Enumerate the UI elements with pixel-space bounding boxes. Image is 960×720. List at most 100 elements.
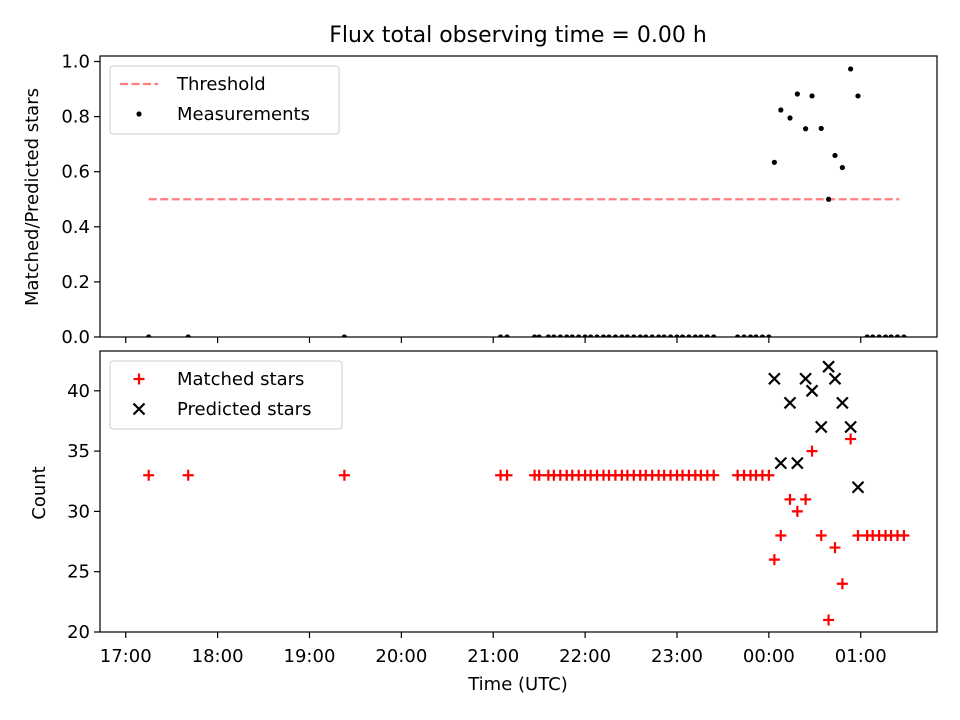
y-tick-label-count: 20	[67, 622, 90, 643]
data-point-dot	[766, 334, 772, 337]
data-point-dot	[624, 334, 630, 337]
legend-ratio: Threshold Measurements	[109, 65, 340, 135]
data-point-dot	[753, 334, 759, 337]
data-point-dot	[569, 334, 575, 337]
data-point-dot	[818, 125, 824, 132]
data-point-dot	[667, 334, 674, 337]
data-point-dot	[545, 334, 551, 337]
data-point-x	[814, 420, 828, 434]
data-point-dot	[698, 334, 704, 337]
y-tick-label-ratio: 1.0	[61, 52, 90, 73]
data-point-dot	[692, 334, 698, 337]
chart-title: Flux total observing time = 0.00 h	[329, 23, 707, 48]
data-point-dot	[747, 334, 754, 337]
legend-label: Matched stars	[177, 369, 304, 390]
data-point-dot	[741, 334, 747, 337]
x-tick-label: 22:00	[559, 646, 611, 667]
legend-swatch-dot	[136, 111, 142, 117]
data-point-x	[805, 384, 819, 398]
data-point-dot	[536, 334, 542, 337]
x-tick-label: 18:00	[192, 646, 244, 667]
y-tick-label-ratio: 0.6	[61, 162, 90, 183]
data-point-plus	[501, 469, 513, 481]
data-point-plus	[143, 469, 155, 481]
x-tick-label: 17:00	[100, 646, 152, 667]
data-point-dot	[855, 93, 861, 99]
data-layer-count	[143, 360, 910, 626]
data-point-dot	[649, 334, 655, 337]
data-point-plus	[836, 578, 848, 590]
data-point-x	[774, 456, 788, 470]
data-point-dot	[643, 334, 649, 337]
data-point-plus	[845, 433, 857, 445]
x-tick-label: 01:00	[835, 646, 887, 667]
data-point-dot	[606, 334, 612, 337]
data-point-x	[768, 372, 781, 386]
data-point-dot	[848, 66, 854, 72]
data-point-dot	[656, 334, 662, 337]
data-point-plus	[775, 530, 787, 542]
y-tick-label-ratio: 0.0	[61, 327, 90, 348]
data-point-dot	[839, 164, 845, 171]
y-tick-label-count: 35	[67, 441, 90, 462]
x-axis-label: Time (UTC)	[467, 674, 568, 695]
x-tick-label: 20:00	[375, 646, 427, 667]
x-tick-label: 00:00	[743, 646, 795, 667]
legend-swatch-x	[132, 402, 146, 416]
data-point-x	[822, 360, 835, 373]
y-tick-label-ratio: 0.8	[61, 107, 90, 128]
panel-ratio: 0.0 0.2 0.4 0.6 0.8 1.0 Threshold Measurements	[61, 52, 938, 348]
y-tick-label-count: 40	[67, 381, 90, 402]
data-point-plus	[182, 469, 194, 481]
data-point-dot	[504, 334, 510, 337]
data-point-dot	[531, 334, 538, 337]
x-tick-label: 23:00	[651, 646, 703, 667]
legend-label: Measurements	[177, 104, 310, 125]
data-point-dot	[582, 334, 588, 337]
legend-box	[109, 360, 343, 430]
data-point-plus	[829, 542, 841, 554]
data-layer-ratio	[146, 66, 907, 337]
data-point-dot	[735, 334, 741, 337]
data-point-dot	[888, 334, 894, 337]
data-point-x	[828, 372, 842, 386]
data-point-dot	[794, 91, 800, 97]
data-point-x	[844, 420, 857, 434]
data-point-plus	[806, 445, 818, 457]
data-point-x	[783, 396, 797, 410]
data-point-dot	[674, 334, 680, 337]
data-point-dot	[704, 334, 710, 337]
data-point-dot	[679, 334, 686, 337]
data-point-plus	[784, 493, 796, 505]
data-point-x	[851, 481, 865, 494]
data-point-dot	[551, 334, 557, 337]
ylabel-count: Count	[29, 466, 50, 519]
data-point-dot	[864, 334, 870, 337]
data-point-x	[799, 372, 812, 386]
data-point-dot	[787, 115, 793, 121]
data-point-x	[836, 396, 849, 410]
data-point-plus	[852, 530, 864, 542]
data-point-plus	[533, 469, 545, 481]
data-point-dot	[637, 334, 643, 337]
y-tick-label-count: 30	[67, 501, 90, 522]
data-point-dot	[146, 334, 152, 337]
legend-count: Matched stars Predicted stars	[109, 360, 343, 430]
legend-label: Predicted stars	[177, 399, 311, 420]
data-point-dot	[882, 334, 889, 337]
data-point-dot	[832, 152, 838, 159]
data-point-dot	[612, 334, 619, 337]
data-point-plus	[791, 505, 803, 517]
data-point-plus	[763, 469, 775, 481]
x-tick-label: 19:00	[284, 646, 336, 667]
axes-frame-ratio	[99, 55, 938, 338]
axes-frame-count	[99, 350, 938, 633]
data-point-dot	[771, 159, 777, 165]
data-point-dot	[876, 334, 882, 337]
data-point-dot	[894, 334, 901, 337]
x-tick-label: 21:00	[467, 646, 519, 667]
ylabel-ratio: Matched/Predicted stars	[22, 88, 43, 306]
data-point-dot	[576, 334, 582, 337]
panel-count: 20 25 30 35 40 17:00 18:00 19:00 20:00 21:00 22:00…	[67, 350, 938, 667]
